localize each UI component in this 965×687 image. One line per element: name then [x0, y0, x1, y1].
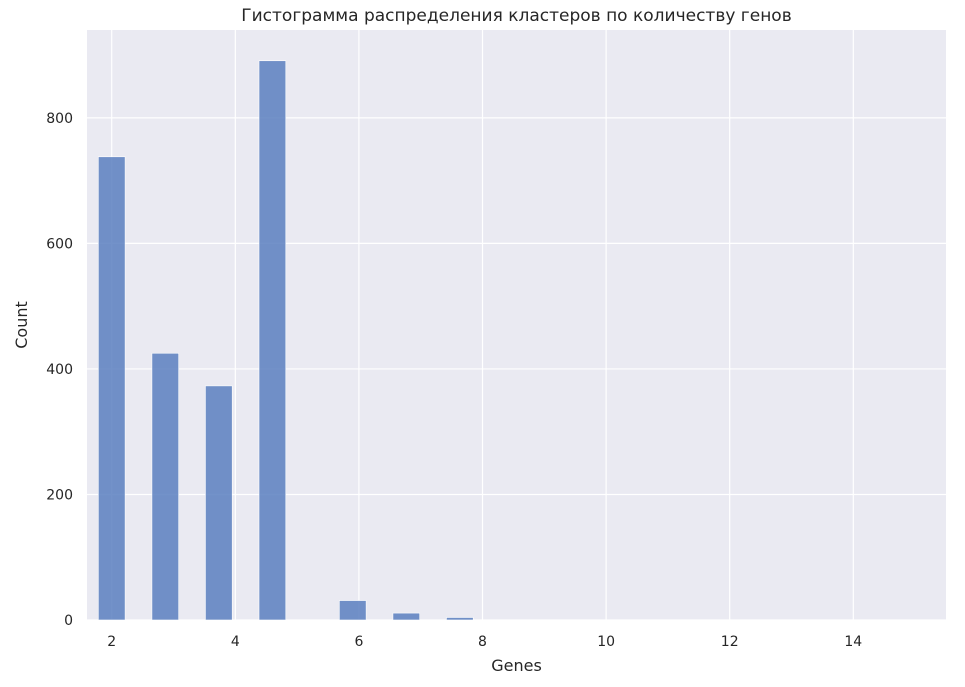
histogram-bar: [446, 617, 474, 621]
histogram-bar: [258, 60, 287, 621]
y-axis-label: Count: [12, 301, 31, 349]
x-tick-label: 12: [721, 634, 739, 650]
histogram-bar: [339, 600, 367, 621]
y-tick-label: 800: [46, 111, 73, 127]
x-tick-label: 2: [107, 634, 116, 650]
y-tick-label: 200: [46, 487, 73, 503]
x-tick-label: 14: [844, 634, 862, 650]
y-tick-label: 400: [46, 362, 73, 378]
histogram-bar: [205, 385, 233, 621]
x-tick-label: 10: [597, 634, 615, 650]
x-tick-label: 4: [231, 634, 240, 650]
y-axis-ticks: 0 200 400 600 800: [46, 111, 73, 629]
histogram-bar: [98, 156, 126, 621]
y-tick-label: 0: [64, 613, 73, 629]
histogram-bar: [392, 612, 420, 621]
x-tick-label: 6: [354, 634, 363, 650]
x-tick-label: 8: [478, 634, 487, 650]
chart-title: Гистограмма распределения кластеров по к…: [241, 6, 791, 26]
histogram-bar: [151, 352, 179, 621]
x-axis-ticks: 2 4 6 8 10 12 14: [107, 634, 862, 650]
y-tick-label: 600: [46, 236, 73, 252]
x-axis-label: Genes: [491, 656, 542, 675]
bars: [98, 60, 474, 621]
